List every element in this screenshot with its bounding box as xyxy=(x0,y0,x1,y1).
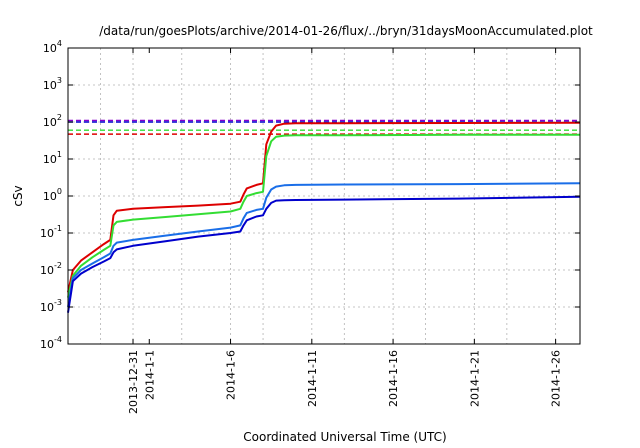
y-tick-exponent: 3 xyxy=(57,76,62,85)
y-tick-exponent: -3 xyxy=(54,298,62,307)
series-line xyxy=(67,133,580,298)
tick-marks xyxy=(68,47,580,345)
y-tick-base: 10 xyxy=(43,79,57,92)
y-tick-label: 100 xyxy=(43,187,62,203)
x-tick-labels: 2013-12-31 2014-1-1 2014-1-6 2014-1-11 2014-… xyxy=(127,350,563,414)
plot-frame xyxy=(67,47,581,345)
y-tick-base: 10 xyxy=(43,42,57,55)
y-tick-exponent: -4 xyxy=(54,335,62,344)
x-tick-label: 2014-1-16 xyxy=(387,350,400,407)
y-tick-label: 10-4 xyxy=(40,335,62,351)
y-tick-exponent: 4 xyxy=(57,39,62,48)
y-tick-base: 10 xyxy=(40,338,54,351)
y-tick-exponent: -2 xyxy=(54,261,62,270)
series-line xyxy=(67,182,581,308)
series-line xyxy=(67,121,581,293)
y-tick-label: 10-2 xyxy=(40,261,62,277)
series-lines xyxy=(67,121,581,313)
x-tick-label: 2014-1-21 xyxy=(468,350,481,407)
y-axis-label: cSv xyxy=(11,185,25,206)
chart-title: /data/run/goesPlots/archive/2014-01-26/f… xyxy=(99,24,593,38)
x-tick-label: 2014-1-26 xyxy=(550,350,563,407)
x-tick-label: 2014-1-1 xyxy=(143,350,156,400)
y-tick-base: 10 xyxy=(40,227,54,240)
y-tick-base: 10 xyxy=(40,264,54,277)
y-tick-label: 10-3 xyxy=(40,298,62,314)
grid xyxy=(68,48,580,344)
y-tick-exponent: 0 xyxy=(57,187,62,196)
x-tick-label: 2014-1-11 xyxy=(306,350,319,407)
y-tick-base: 10 xyxy=(43,153,57,166)
y-tick-label: 101 xyxy=(43,150,62,166)
y-tick-base: 10 xyxy=(43,116,57,129)
x-tick-label: 2013-12-31 xyxy=(127,350,140,414)
x-axis-label: Coordinated Universal Time (UTC) xyxy=(243,430,446,444)
series-line xyxy=(67,195,581,313)
y-tick-exponent: -1 xyxy=(54,224,62,233)
y-tick-exponent: 2 xyxy=(57,113,62,122)
y-tick-base: 10 xyxy=(40,301,54,314)
y-tick-base: 10 xyxy=(43,190,57,203)
y-tick-label: 10-1 xyxy=(40,224,62,240)
x-tick-label: 2014-1-6 xyxy=(225,350,238,400)
y-tick-label: 102 xyxy=(43,113,62,129)
y-tick-exponent: 1 xyxy=(57,150,62,159)
y-tick-label: 104 xyxy=(43,39,62,55)
y-tick-label: 103 xyxy=(43,76,62,92)
